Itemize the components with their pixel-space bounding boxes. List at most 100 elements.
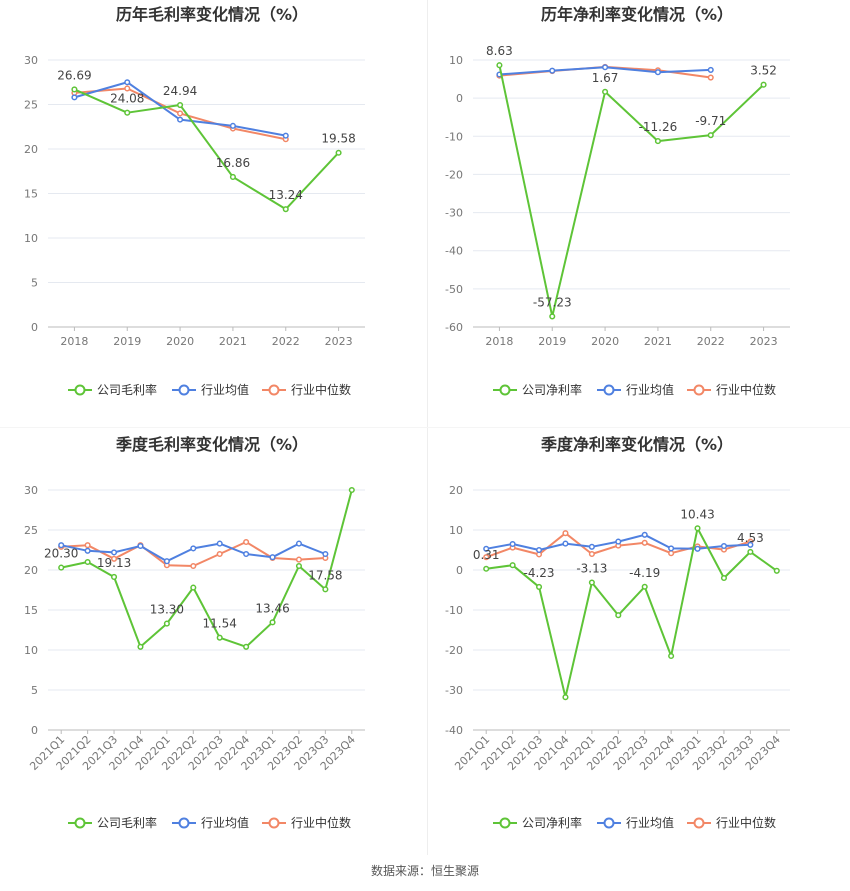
chart-0-title: 历年毛利率变化情况（%）: [116, 5, 308, 24]
chart-2-point-industry-avg: [58, 542, 65, 549]
chart-2-point-company: [110, 573, 118, 581]
chart-3-legend-label-company: 公司净利率: [522, 815, 582, 830]
chart-1-point-industry-avg: [602, 64, 609, 71]
chart-3-point-industry-avg: [509, 540, 516, 548]
chart-1-y-tick-label: 0: [456, 92, 463, 105]
chart-0-point-company: [177, 101, 184, 109]
chart-0-y-tick-label: 30: [24, 54, 38, 67]
chart-3-y-tick-label: 10: [449, 524, 463, 537]
chart-2-y-tick-label: 15: [24, 604, 38, 617]
data-source-name: 恒生聚源: [431, 864, 480, 878]
chart-annual-net-margin: 历年净利率变化情况（%） -60 -50 -40 -30 -20 -10 0 10 2018 201…: [445, 5, 790, 397]
chart-1-x-tick-label: 2022: [697, 335, 725, 348]
chart-0-data-label: 24.08: [110, 92, 144, 106]
chart-3-point-company: [747, 548, 754, 555]
chart-3-point-industry-avg: [483, 545, 490, 552]
chart-1-y-tick-label: -60: [445, 321, 463, 334]
chart-3-legend-marker-industry-avg: [603, 817, 615, 829]
chart-2-point-industry-median: [216, 550, 223, 558]
chart-panel-annual-net-margin: 历年净利率变化情况（%） -60 -50 -40 -30 -20 -10 0 10 2018 201…: [425, 0, 850, 430]
chart-0-y-tick-label: 15: [24, 188, 38, 201]
panel-divider-horizontal: [0, 427, 850, 428]
chart-1-x-tick-label: 2018: [485, 335, 513, 348]
chart-1-x-tick-label: 2020: [591, 335, 619, 348]
chart-0-data-label: 24.94: [163, 84, 197, 98]
chart-0-x-tick-label: 2022: [272, 335, 300, 348]
chart-2-legend-label-industry-avg: 行业均值: [201, 815, 249, 830]
chart-2-point-industry-avg: [163, 558, 170, 565]
chart-3-point-company: [509, 562, 516, 569]
chart-0-legend-label-industry-avg: 行业均值: [201, 382, 249, 397]
chart-0-x-tick-label: 2020: [166, 335, 194, 348]
chart-2-point-industry-avg: [322, 550, 329, 558]
chart-3-legend-label-industry-median: 行业中位数: [716, 815, 776, 830]
chart-3-point-company: [720, 574, 728, 582]
chart-1-point-industry-avg: [654, 69, 661, 76]
chart-3-data-label: 10.43: [680, 507, 714, 521]
chart-0-legend-label-company: 公司毛利率: [97, 382, 157, 397]
chart-1-legend-label-industry-avg: 行业均值: [626, 382, 674, 397]
chart-1-legend-label-industry-median: 行业中位数: [716, 382, 776, 397]
chart-1-y-tick-label: -10: [445, 130, 463, 143]
chart-3-line-company: [486, 527, 778, 699]
chart-3-point-industry-median: [483, 554, 490, 561]
chart-3-point-company: [535, 583, 543, 590]
chart-2-point-company: [190, 584, 197, 591]
chart-2-y-tick-label: 25: [24, 524, 38, 537]
chart-0-x-tick-label: 2019: [113, 335, 141, 348]
chart-2-point-company: [58, 564, 65, 571]
chart-2-y-tick-label: 0: [31, 724, 38, 737]
chart-panel-quarterly-net-margin: 季度净利率变化情况（%） -40 -30 -20 -10 0 10 20 2021Q1 2021Q…: [425, 430, 850, 860]
chart-0-point-industry-avg: [71, 94, 78, 101]
chart-2-line-company: [61, 489, 353, 648]
chart-2-point-company: [137, 643, 144, 650]
chart-2-point-industry-median: [110, 555, 118, 562]
data-source-footer: 数据来源：恒生聚源: [0, 862, 850, 879]
chart-0-point-industry-median: [177, 110, 184, 117]
chart-3-point-company: [615, 612, 622, 619]
chart-2-point-industry-median: [84, 542, 91, 549]
chart-0-point-industry-avg: [177, 116, 184, 123]
chart-1-point-company: [760, 81, 767, 88]
chart-3-point-industry-avg: [615, 538, 622, 545]
chart-2-point-company: [269, 619, 276, 626]
chart-3-point-company: [562, 694, 569, 701]
chart-quarterly-net-margin: 季度净利率变化情况（%）-40-30-20-10010202021Q12021Q…: [445, 435, 790, 830]
chart-1-data-label: 8.63: [486, 44, 513, 58]
chart-0-line-company: [74, 88, 340, 211]
chart-1-point-company: [602, 88, 609, 95]
chart-1-y-tick-label: -30: [445, 207, 463, 220]
chart-1-legend-marker-company: [499, 384, 511, 396]
chart-0-point-industry-avg: [124, 79, 131, 86]
chart-2-point-industry-median: [295, 556, 303, 563]
chart-2-data-label: 19.13: [97, 556, 131, 570]
chart-3-point-industry-median: [588, 550, 595, 558]
chart-0-point-industry-avg: [282, 132, 289, 139]
chart-3-point-company: [483, 565, 490, 572]
chart-1-point-company: [549, 313, 556, 320]
chart-1-point-industry-avg: [549, 67, 556, 74]
chart-0-point-company: [282, 206, 289, 213]
chart-1-title: 历年净利率变化情况（%）: [541, 5, 733, 24]
chart-3-point-company: [694, 525, 701, 532]
chart-2-y-tick-label: 30: [24, 484, 38, 497]
chart-2-point-industry-avg: [190, 545, 197, 552]
chart-1-y-tick-label: -40: [445, 245, 463, 258]
chart-0-data-label: 19.58: [321, 132, 355, 146]
chart-2-legend-label-company: 公司毛利率: [97, 815, 157, 830]
chart-2-y-tick-label: 10: [24, 644, 38, 657]
chart-3-y-tick-label: -10: [445, 604, 463, 617]
chart-3-data-label: 4.53: [737, 531, 764, 545]
chart-2-point-industry-avg: [295, 540, 303, 547]
chart-3-point-industry-median: [562, 530, 569, 537]
chart-2-point-company: [163, 620, 170, 627]
chart-1-y-tick-label: -20: [445, 168, 463, 181]
chart-3-legend-marker-industry-median: [693, 817, 705, 829]
chart-0-y-tick-label: 25: [24, 99, 38, 112]
chart-3-data-label: -4.19: [629, 566, 660, 580]
chart-2-legend-marker-industry-avg: [178, 817, 190, 829]
chart-2-point-company: [84, 558, 91, 566]
chart-0-x-tick-label: 2021: [219, 335, 247, 348]
chart-1-x-tick-label: 2023: [750, 335, 778, 348]
chart-0-y-tick-label: 5: [31, 277, 38, 290]
